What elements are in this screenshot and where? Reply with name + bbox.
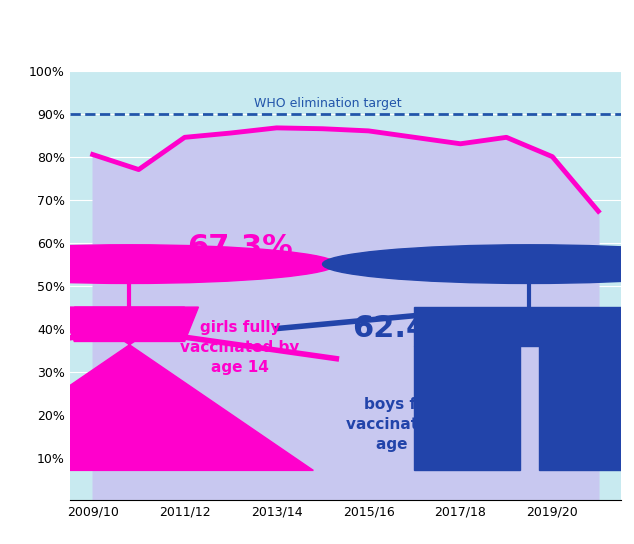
Text: boys fully
vaccinated by
age 14: boys fully vaccinated by age 14: [346, 397, 465, 452]
Text: 67.3%: 67.3%: [187, 232, 293, 262]
Polygon shape: [61, 307, 198, 342]
FancyBboxPatch shape: [415, 307, 634, 346]
Text: WHO elimination target: WHO elimination target: [254, 97, 401, 110]
Polygon shape: [538, 346, 634, 471]
Circle shape: [0, 245, 336, 283]
Polygon shape: [0, 307, 313, 471]
Polygon shape: [415, 346, 520, 471]
Text: girls fully
vaccinated by
age 14: girls fully vaccinated by age 14: [180, 320, 299, 375]
Circle shape: [323, 245, 634, 283]
Text: HPV VACCINE UPTAKE: HPV VACCINE UPTAKE: [27, 10, 607, 55]
Text: 62.4%: 62.4%: [353, 314, 458, 343]
